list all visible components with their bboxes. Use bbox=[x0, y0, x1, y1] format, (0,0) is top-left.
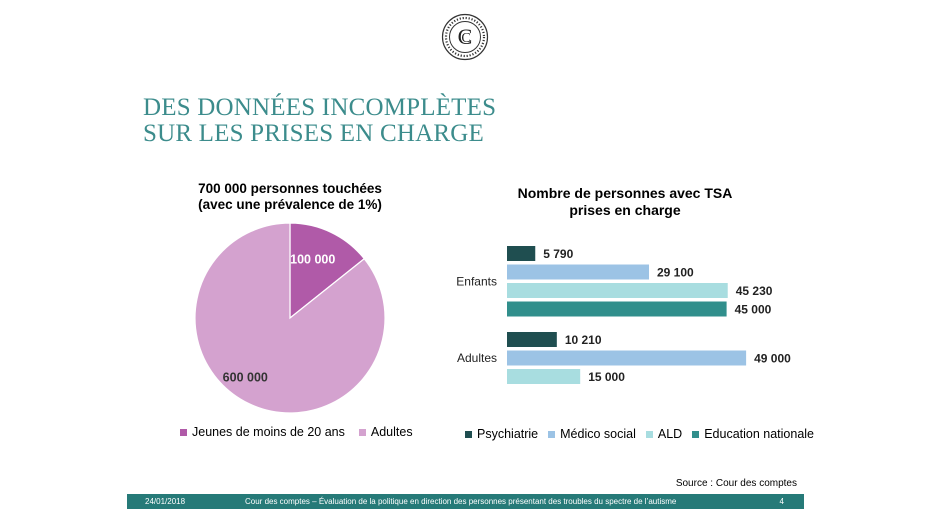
pie-title-line-2: (avec une prévalence de 1%) bbox=[198, 197, 382, 212]
bar-group-label-adultes: Adultes bbox=[457, 351, 497, 365]
pie-slice-adultes bbox=[194, 222, 386, 414]
page-title-line-2: SUR LES PRISES EN CHARGE bbox=[143, 120, 484, 147]
page-title: DES DONNÉES INCOMPLÈTES SUR LES PRISES E… bbox=[143, 95, 496, 147]
cour-des-comptes-logo: C C bbox=[441, 13, 489, 61]
pie-title-line-1: 700 000 personnes touchées bbox=[198, 181, 382, 196]
bar-legend-item-ald: ALD bbox=[645, 427, 683, 441]
legend-swatch-adultes bbox=[358, 428, 366, 436]
pie-slice-jeunes bbox=[289, 222, 366, 320]
bar-chart-title: Nombre de personnes avec TSA prises en c… bbox=[490, 185, 760, 219]
bar-value-label: 45 230 bbox=[736, 284, 773, 298]
legend-label-jeunes: Jeunes de moins de 20 ans bbox=[192, 425, 345, 439]
bar-value-label: 5 790 bbox=[543, 247, 573, 261]
legend-label-psychiatrie: Psychiatrie bbox=[477, 427, 539, 441]
footer-bar: 24/01/2018 Cour des comptes – Évaluation… bbox=[127, 494, 804, 509]
footer-page-number: 4 bbox=[779, 497, 784, 506]
pie-legend-item-jeunes: Jeunes de moins de 20 ans bbox=[180, 425, 345, 439]
legend-label-ald: ALD bbox=[657, 427, 683, 441]
source-note: Source : Cour des comptes bbox=[675, 478, 797, 489]
pie-chart: 100 000 600 000 bbox=[194, 222, 386, 414]
pie-label-adultes: 600 000 bbox=[223, 370, 268, 384]
bar-enfants-ald bbox=[507, 283, 728, 298]
bar-value-label: 15 000 bbox=[588, 370, 625, 384]
bar-value-label: 49 000 bbox=[754, 352, 791, 366]
legend-swatch-jeunes bbox=[180, 428, 187, 436]
bar-value-label: 45 000 bbox=[735, 303, 772, 317]
footer-date: 24/01/2018 bbox=[145, 497, 186, 506]
pie-legend-item-adultes: Adultes bbox=[358, 425, 413, 439]
legend-label-medico-social: Médico social bbox=[560, 427, 636, 441]
bar-value-label: 29 100 bbox=[657, 266, 694, 280]
legend-label-adultes: Adultes bbox=[370, 425, 413, 439]
bar-enfants-psychiatrie bbox=[507, 246, 536, 261]
legend-swatch-education-nationale bbox=[692, 430, 700, 438]
bar-value-label: 10 210 bbox=[565, 333, 602, 347]
page-title-line-1: DES DONNÉES INCOMPLÈTES bbox=[143, 94, 497, 121]
bar-title-line-1: Nombre de personnes avec TSA bbox=[517, 185, 733, 201]
footer-description: Cour des comptes – Évaluation de la poli… bbox=[245, 497, 677, 506]
legend-swatch-ald bbox=[645, 430, 653, 438]
legend-swatch-psychiatrie bbox=[465, 430, 472, 438]
bar-enfants-m-dico-social bbox=[507, 264, 650, 280]
pie-legend: Jeunes de moins de 20 ans Adultes bbox=[180, 425, 427, 439]
bar-enfants-education-nationale bbox=[507, 301, 727, 317]
bar-adultes-ald bbox=[507, 369, 581, 384]
bar-legend-item-education-nationale: Education nationale bbox=[692, 427, 814, 441]
pie-chart-title: 700 000 personnes touchées (avec une pré… bbox=[150, 181, 430, 213]
bar-chart: 5 790 29 100 45 230 45 000 Enfants 10 210 49 0… bbox=[456, 246, 791, 384]
pie-label-jeunes: 100 000 bbox=[290, 253, 335, 267]
bar-adultes-psychiatrie bbox=[507, 332, 557, 347]
legend-swatch-medico-social bbox=[548, 430, 556, 438]
bar-legend: Psychiatrie Médico social ALD Education … bbox=[465, 427, 824, 441]
svg-text:C: C bbox=[461, 31, 470, 46]
legend-label-education-nationale: Education nationale bbox=[704, 427, 815, 441]
bar-group-label-enfants: Enfants bbox=[456, 274, 497, 288]
bar-adultes-m-dico-social bbox=[507, 350, 747, 366]
bar-legend-item-psychiatrie: Psychiatrie bbox=[465, 427, 538, 441]
svg-text:C: C bbox=[458, 24, 473, 49]
bar-title-line-2: prises en charge bbox=[569, 202, 681, 218]
bar-legend-item-medico-social: Médico social bbox=[548, 427, 636, 441]
